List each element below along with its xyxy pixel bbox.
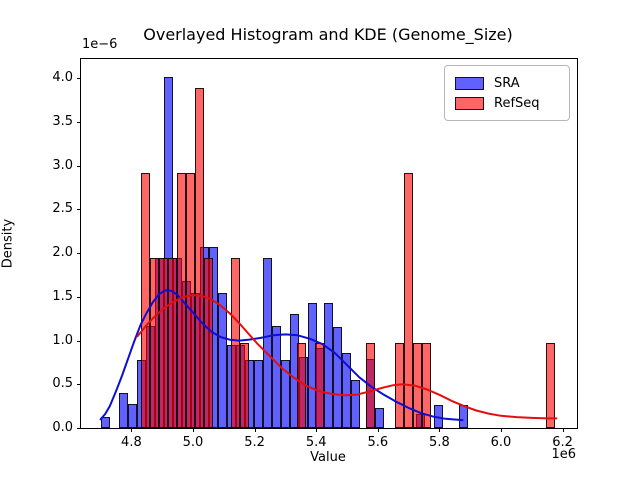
histogram-bar-sra: [281, 359, 290, 428]
legend-label-refseq: RefSeq: [494, 95, 540, 111]
histogram-bar-refseq: [546, 343, 555, 428]
x-tick-mark: [316, 428, 318, 432]
y-tick-label: 0.5: [52, 376, 73, 392]
histogram-bar-sra: [333, 326, 342, 428]
y-tick-label: 2.0: [52, 245, 73, 261]
y-tick-mark: [77, 253, 81, 255]
y-axis-offset-label: 1e−6: [82, 37, 118, 52]
x-tick-label: 6.0: [490, 435, 512, 450]
refseq-color-swatch: [455, 96, 484, 110]
histogram-bar-sra: [128, 404, 137, 428]
histogram-bar-refseq: [422, 343, 431, 428]
histogram-bar-sra: [101, 416, 110, 428]
histogram-bars-layer: [81, 59, 577, 428]
histogram-bar-sra: [254, 359, 263, 428]
x-axis-label: Value: [310, 450, 346, 465]
legend-entry-sra: SRA: [455, 73, 561, 93]
histogram-bar-sra: [218, 292, 227, 428]
legend-entry-refseq: RefSeq: [455, 93, 561, 113]
x-tick-mark: [439, 428, 441, 432]
x-tick-label: 5.2: [244, 435, 265, 450]
legend: SRA RefSeq: [444, 65, 570, 121]
histogram-bar-sra: [263, 258, 272, 428]
kde-curve-sra: [99, 289, 464, 422]
histogram-bar-refseq: [240, 343, 249, 428]
y-tick-mark: [77, 78, 81, 80]
x-tick-mark: [562, 428, 564, 432]
x-tick-label: 5.8: [429, 435, 450, 450]
y-tick-mark: [77, 165, 81, 167]
y-tick-label: 4.0: [52, 70, 73, 86]
histogram-bar-refseq: [150, 257, 159, 428]
x-tick-label: 5.6: [367, 435, 389, 450]
y-tick-label: 2.5: [52, 201, 73, 217]
kde-curves-layer: [99, 289, 558, 422]
histogram-bar-refseq: [195, 87, 204, 428]
x-tick-mark: [131, 428, 133, 432]
x-tick-label: 5.0: [182, 435, 204, 450]
y-tick-mark: [77, 209, 81, 211]
chart-title: Overlayed Histogram and KDE (Genome_Size…: [143, 25, 513, 44]
histogram-bar-sra: [272, 325, 281, 428]
plot-area: 4.8 5.0 5.2 5.4 5.6 5.8 6.0 6.2 0.0 0.5 1.0 1.5 2.0 2…: [52, 58, 578, 450]
legend-label-sra: SRA: [494, 75, 520, 91]
y-tick-label: 0.0: [52, 420, 73, 435]
histogram-bar-sra: [342, 352, 351, 428]
y-tick-mark: [77, 340, 81, 342]
histogram-bar-refseq: [404, 172, 413, 428]
y-axis-label: Density: [0, 218, 16, 269]
histogram-bar-refseq: [186, 172, 195, 428]
sra-color-swatch: [455, 76, 484, 90]
x-tick-label: 5.4: [305, 435, 327, 450]
y-tick-label: 3.5: [52, 114, 73, 129]
y-tick-mark: [77, 384, 81, 386]
y-tick-mark: [77, 428, 81, 429]
histogram-bar-refseq: [159, 257, 168, 428]
histogram-bar-refseq: [231, 257, 240, 428]
x-tick-mark: [377, 428, 379, 432]
y-tick-label: 3.0: [52, 157, 73, 173]
y-tick-mark: [77, 122, 81, 123]
y-tick-label: 1.0: [52, 332, 73, 348]
histogram-bar-refseq: [168, 257, 177, 428]
histogram-bar-sra: [351, 379, 360, 428]
x-tick-label: 6.2: [552, 435, 573, 450]
x-tick-mark: [254, 428, 256, 432]
x-tick-label: 4.8: [121, 435, 142, 450]
x-tick-mark: [501, 428, 502, 432]
y-tick-mark: [77, 296, 81, 298]
histogram-bar-sra: [119, 393, 128, 428]
histogram-bar-refseq: [141, 172, 150, 428]
histogram-bar-sra: [375, 407, 384, 428]
x-tick-mark: [193, 428, 194, 432]
histogram-bar-sra: [324, 303, 333, 428]
histogram-bar-refseq: [204, 257, 213, 428]
x-axis-offset-label: 1e6: [551, 447, 576, 462]
kde-curve-refseq: [136, 294, 558, 420]
y-tick-label: 1.5: [52, 288, 73, 304]
